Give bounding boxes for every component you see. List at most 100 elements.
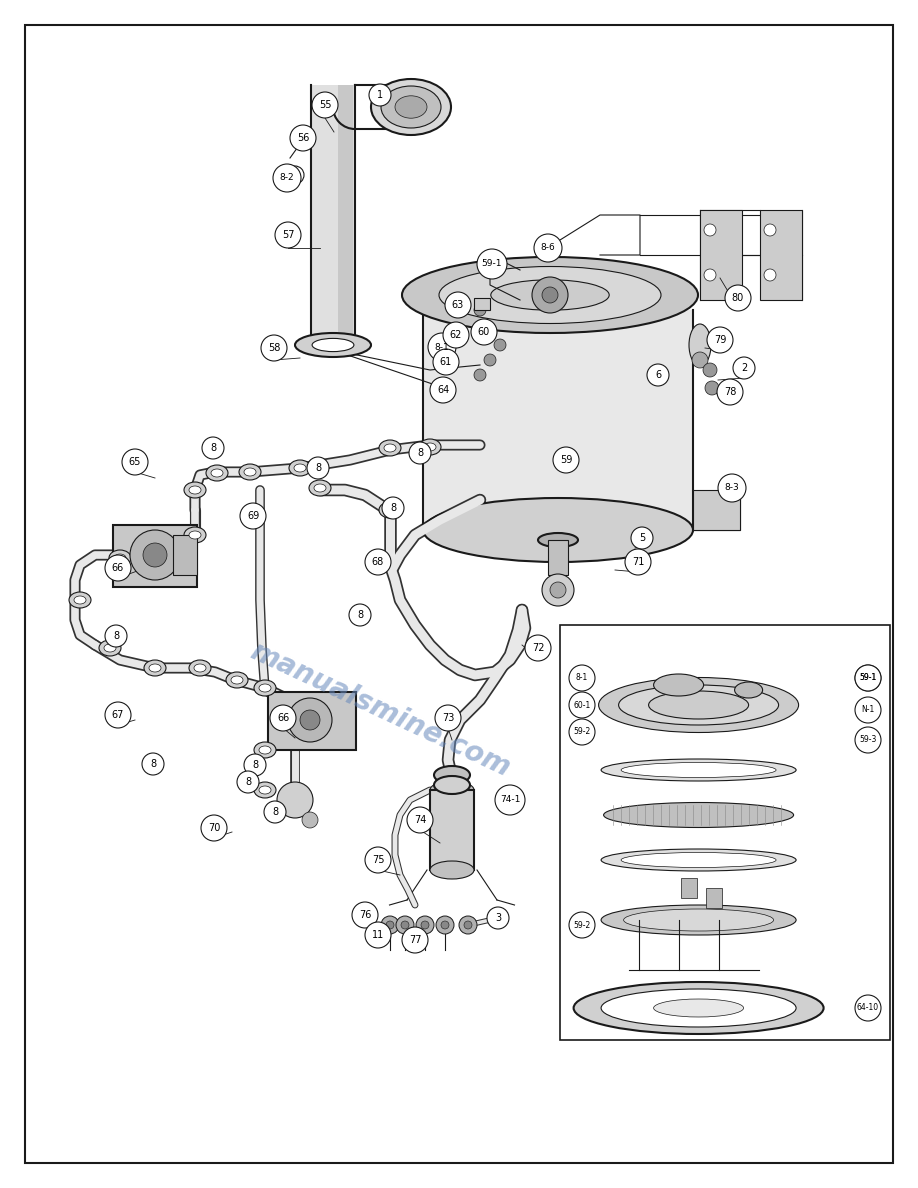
Ellipse shape [99, 640, 121, 656]
Ellipse shape [601, 988, 796, 1026]
Ellipse shape [623, 909, 774, 931]
Circle shape [201, 815, 227, 841]
Ellipse shape [734, 682, 763, 699]
Bar [338, 86, 353, 345]
Text: 59-2: 59-2 [574, 921, 590, 929]
Bar [430, 790, 474, 870]
Ellipse shape [289, 460, 311, 476]
Text: 59-3: 59-3 [859, 735, 877, 745]
Circle shape [407, 807, 433, 833]
Circle shape [495, 785, 525, 815]
Ellipse shape [371, 78, 451, 135]
Circle shape [105, 555, 131, 581]
Circle shape [301, 133, 315, 147]
Circle shape [718, 474, 746, 503]
Circle shape [381, 916, 399, 934]
Text: 8: 8 [390, 503, 396, 513]
Ellipse shape [654, 999, 744, 1017]
Circle shape [435, 704, 461, 731]
Circle shape [542, 287, 558, 303]
Circle shape [484, 324, 496, 336]
Text: 71: 71 [632, 557, 644, 567]
Circle shape [352, 902, 378, 928]
Ellipse shape [189, 661, 211, 676]
Text: 8: 8 [357, 609, 363, 620]
Circle shape [237, 771, 259, 794]
Ellipse shape [254, 680, 276, 696]
Ellipse shape [379, 440, 401, 456]
Circle shape [703, 364, 717, 377]
Circle shape [433, 349, 459, 375]
Ellipse shape [189, 486, 201, 494]
Circle shape [270, 704, 296, 731]
Circle shape [312, 91, 338, 118]
Circle shape [494, 339, 506, 350]
Circle shape [717, 379, 743, 405]
Circle shape [428, 333, 456, 361]
Ellipse shape [226, 672, 248, 688]
Circle shape [764, 268, 776, 282]
Text: 70: 70 [207, 823, 220, 833]
Ellipse shape [424, 443, 436, 451]
Text: 8: 8 [272, 807, 278, 817]
Ellipse shape [104, 644, 116, 652]
Text: 8: 8 [252, 760, 258, 770]
Text: 55: 55 [319, 100, 331, 110]
Circle shape [105, 702, 131, 728]
Circle shape [704, 225, 716, 236]
Circle shape [692, 352, 708, 368]
Text: 59-1: 59-1 [859, 674, 877, 682]
Text: 8: 8 [113, 631, 119, 642]
Ellipse shape [574, 982, 823, 1034]
Circle shape [855, 665, 881, 691]
Text: 73: 73 [442, 713, 454, 723]
Ellipse shape [184, 527, 206, 543]
Circle shape [288, 699, 332, 742]
Ellipse shape [259, 786, 271, 794]
Circle shape [733, 358, 755, 379]
Text: 76: 76 [359, 910, 371, 920]
Text: 8: 8 [315, 463, 321, 473]
Bar [268, 691, 356, 750]
Text: 1: 1 [377, 90, 383, 100]
Circle shape [401, 921, 409, 929]
Circle shape [464, 921, 472, 929]
Circle shape [764, 225, 776, 236]
Text: 62: 62 [450, 330, 462, 340]
Text: 8: 8 [150, 759, 156, 769]
Circle shape [261, 335, 287, 361]
Ellipse shape [254, 742, 276, 758]
Circle shape [300, 710, 320, 729]
Circle shape [122, 449, 148, 475]
Ellipse shape [601, 849, 796, 871]
Text: 8: 8 [245, 777, 251, 786]
Text: 63: 63 [452, 301, 465, 310]
Circle shape [273, 164, 301, 192]
Circle shape [365, 922, 391, 948]
Ellipse shape [254, 782, 276, 798]
Ellipse shape [649, 691, 748, 719]
Circle shape [275, 222, 301, 248]
Ellipse shape [189, 531, 201, 539]
Text: 59-1: 59-1 [859, 674, 877, 682]
Circle shape [286, 166, 304, 184]
Bar [760, 210, 802, 301]
Circle shape [569, 719, 595, 745]
Circle shape [550, 582, 566, 598]
Ellipse shape [114, 554, 126, 562]
Bar [311, 86, 355, 345]
Text: 67: 67 [112, 710, 124, 720]
Text: 8-2: 8-2 [280, 173, 295, 183]
Ellipse shape [259, 684, 271, 691]
Circle shape [130, 530, 180, 580]
Circle shape [625, 549, 651, 575]
Text: 8: 8 [417, 448, 423, 459]
Ellipse shape [149, 550, 171, 565]
Text: 78: 78 [723, 387, 736, 397]
Circle shape [365, 549, 391, 575]
Ellipse shape [654, 674, 703, 696]
Text: manualsmine.com: manualsmine.com [245, 637, 515, 783]
Ellipse shape [231, 676, 243, 684]
Ellipse shape [379, 503, 401, 518]
Ellipse shape [430, 781, 474, 800]
